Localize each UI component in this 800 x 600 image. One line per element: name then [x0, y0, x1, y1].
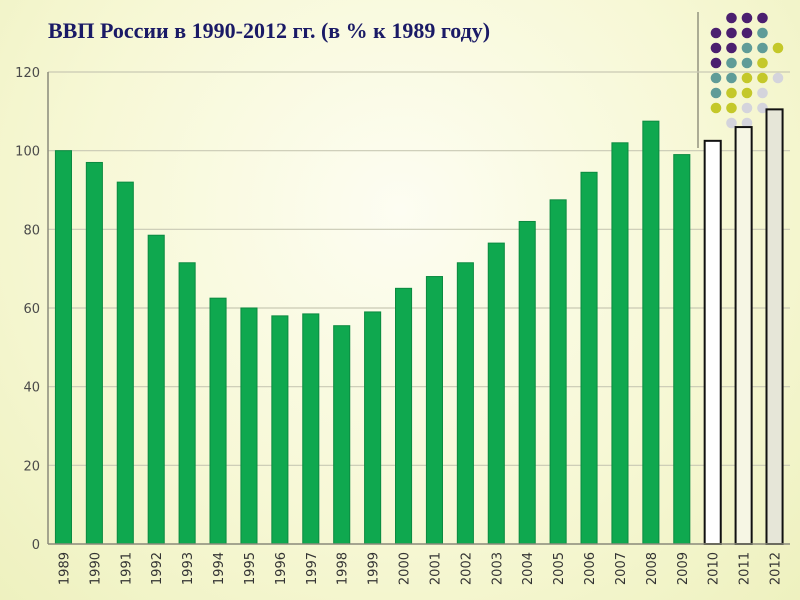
x-tick-label-2007: 2007: [614, 552, 629, 585]
x-tick-label-2002: 2002: [459, 552, 474, 585]
y-tick-label-0: 0: [32, 538, 40, 553]
chart-title: ВВП России в 1990-2012 гг. (в % к 1989 г…: [48, 18, 491, 43]
x-tick-label-2000: 2000: [398, 552, 413, 585]
x-tick-label-2004: 2004: [521, 552, 536, 585]
bar-2004: [518, 220, 536, 545]
decor-dot: [726, 27, 737, 39]
bar-2011: [734, 126, 753, 545]
x-tick-label-1998: 1998: [336, 552, 351, 585]
bar-2001: [425, 276, 443, 545]
decor-dot: [726, 12, 737, 24]
x-tick-label-1994: 1994: [212, 552, 227, 585]
bar-1992: [147, 234, 165, 545]
bar-series: [54, 108, 784, 545]
decor-dot: [741, 102, 753, 114]
bar-2006: [580, 171, 598, 545]
decor-dot: [710, 27, 722, 39]
bar-2003: [487, 242, 505, 545]
decor-dot: [741, 117, 753, 129]
decor-dot: [741, 87, 753, 99]
y-tick-label-40: 40: [23, 381, 40, 396]
x-tick-label-2003: 2003: [490, 552, 505, 585]
decor-dot: [710, 102, 722, 114]
x-tick-label-1993: 1993: [181, 552, 196, 585]
decor-dot: [726, 72, 737, 84]
y-tick-label-60: 60: [23, 302, 40, 317]
decor-dot: [726, 102, 737, 114]
decor-dot: [710, 42, 722, 54]
x-tick-label-1996: 1996: [274, 552, 289, 585]
bar-1990: [85, 161, 103, 545]
x-tick-label-1990: 1990: [88, 552, 103, 585]
x-tick-label-1995: 1995: [243, 552, 258, 585]
decor-dot: [741, 12, 753, 24]
decor-dot: [757, 12, 768, 24]
bar-1991: [116, 181, 134, 545]
x-tick-label-1989: 1989: [57, 552, 72, 585]
decor-dot: [757, 72, 768, 84]
x-tick-label-2006: 2006: [583, 552, 598, 585]
x-tick-label-2011: 2011: [738, 552, 753, 585]
bar-2005: [549, 199, 567, 545]
y-tick-label-120: 120: [15, 66, 40, 81]
decor-dot: [726, 87, 737, 99]
x-tick-label-2009: 2009: [676, 552, 691, 585]
decor-dot: [772, 42, 784, 54]
x-tick-label-1992: 1992: [150, 552, 165, 585]
grid-lines: [48, 71, 790, 466]
x-tick-label-1991: 1991: [119, 552, 134, 585]
bar-1999: [364, 311, 382, 545]
decor-dot: [757, 57, 768, 69]
x-tick-label-1999: 1999: [367, 552, 382, 585]
decor-dot: [741, 72, 753, 84]
decor-dot: [726, 42, 737, 54]
decor-dot: [741, 42, 753, 54]
x-tick-label-2008: 2008: [645, 552, 660, 585]
decor-dot: [757, 42, 768, 54]
decor-dot: [710, 72, 722, 84]
bar-1989: [54, 150, 72, 545]
y-axis-tick-labels: 0 20 40 60 80 100 120: [15, 66, 40, 553]
x-tick-label-2001: 2001: [428, 552, 443, 585]
x-tick-label-2010: 2010: [707, 552, 722, 585]
x-tick-label-2005: 2005: [552, 552, 567, 585]
y-tick-label-100: 100: [15, 145, 40, 160]
decor-dot: [757, 87, 768, 99]
bar-1997: [302, 313, 320, 545]
x-tick-label-1997: 1997: [305, 552, 320, 585]
bar-1996: [271, 315, 289, 545]
bar-2007: [611, 142, 629, 545]
bar-2000: [395, 287, 413, 545]
bar-2009: [673, 154, 691, 545]
decor-dot: [741, 27, 753, 39]
bar-2012: [765, 108, 784, 545]
decor-dot: [741, 57, 753, 69]
y-tick-label-80: 80: [23, 223, 40, 238]
x-axis-tick-labels: 1989 1990 1991 1992 1993 1994 1995 1996 1997 1998…: [57, 552, 783, 585]
decor-dot: [710, 57, 722, 69]
bar-1995: [240, 307, 258, 545]
bar-1993: [178, 262, 196, 545]
decor-dot: [726, 117, 737, 129]
x-tick-label-2012: 2012: [769, 552, 784, 585]
decor-dot: [757, 27, 768, 39]
bar-1998: [333, 325, 351, 545]
bar-2002: [456, 262, 474, 545]
bar-1994: [209, 297, 227, 545]
decor-dot: [757, 102, 768, 114]
y-tick-label-20: 20: [23, 459, 40, 474]
bar-2010: [703, 139, 722, 545]
decor-dot: [772, 72, 784, 84]
bar-2008: [642, 120, 660, 545]
decor-dot: [710, 87, 722, 99]
decorative-dot-grid: [697, 12, 784, 148]
decor-dot: [726, 57, 737, 69]
